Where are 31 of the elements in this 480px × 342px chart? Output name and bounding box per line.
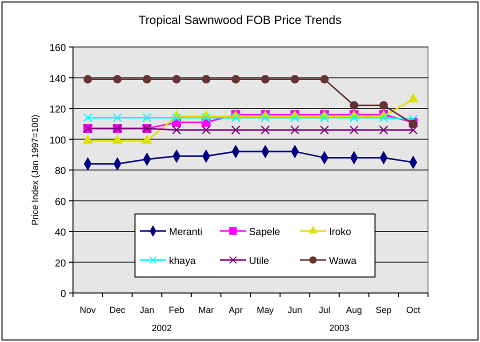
- y-tick-label: 60: [54, 196, 66, 208]
- x-tick-label: Sep: [376, 305, 392, 315]
- y-tick-label: 0: [60, 289, 66, 300]
- y-tick-label: 80: [54, 166, 66, 177]
- x-tick-label: Jun: [288, 305, 302, 315]
- x-tick-label: Feb: [168, 305, 184, 315]
- y-tick-label: 100: [49, 135, 66, 146]
- text: 2003: [329, 323, 350, 333]
- x-tick-label: Aug: [346, 305, 362, 315]
- y-axis-title: Price Index (Jan 1997=100): [30, 114, 40, 226]
- y-tick-label: 140: [49, 74, 66, 85]
- legend-label: khaya: [169, 256, 196, 267]
- x-tick-label: Jan: [140, 305, 154, 315]
- y-tick-label: 160: [49, 43, 66, 54]
- legend-label: Iroko: [329, 227, 352, 238]
- x-tick-label: Nov: [80, 305, 96, 315]
- x-tick-label: Oct: [406, 305, 421, 315]
- legend-label: Wawa: [329, 256, 357, 267]
- text: 2002: [152, 323, 172, 333]
- legend-label: Meranti: [169, 227, 202, 238]
- x-tick-label: Apr: [228, 305, 243, 315]
- chart-title: Tropical Sawnwood FOB Price Trends: [138, 13, 342, 27]
- legend-label: Utile: [249, 256, 270, 267]
- y-tick-label: 20: [54, 258, 66, 270]
- y-tick-label: 40: [54, 228, 66, 238]
- x-tick-label: Jul: [318, 305, 330, 315]
- legend-label: Sapele: [249, 227, 281, 238]
- x-tick-label: Mar: [198, 305, 214, 315]
- x-tick-label: May: [256, 305, 274, 315]
- x-tick-label: Dec: [109, 305, 126, 315]
- y-tick-label: 120: [49, 104, 66, 116]
